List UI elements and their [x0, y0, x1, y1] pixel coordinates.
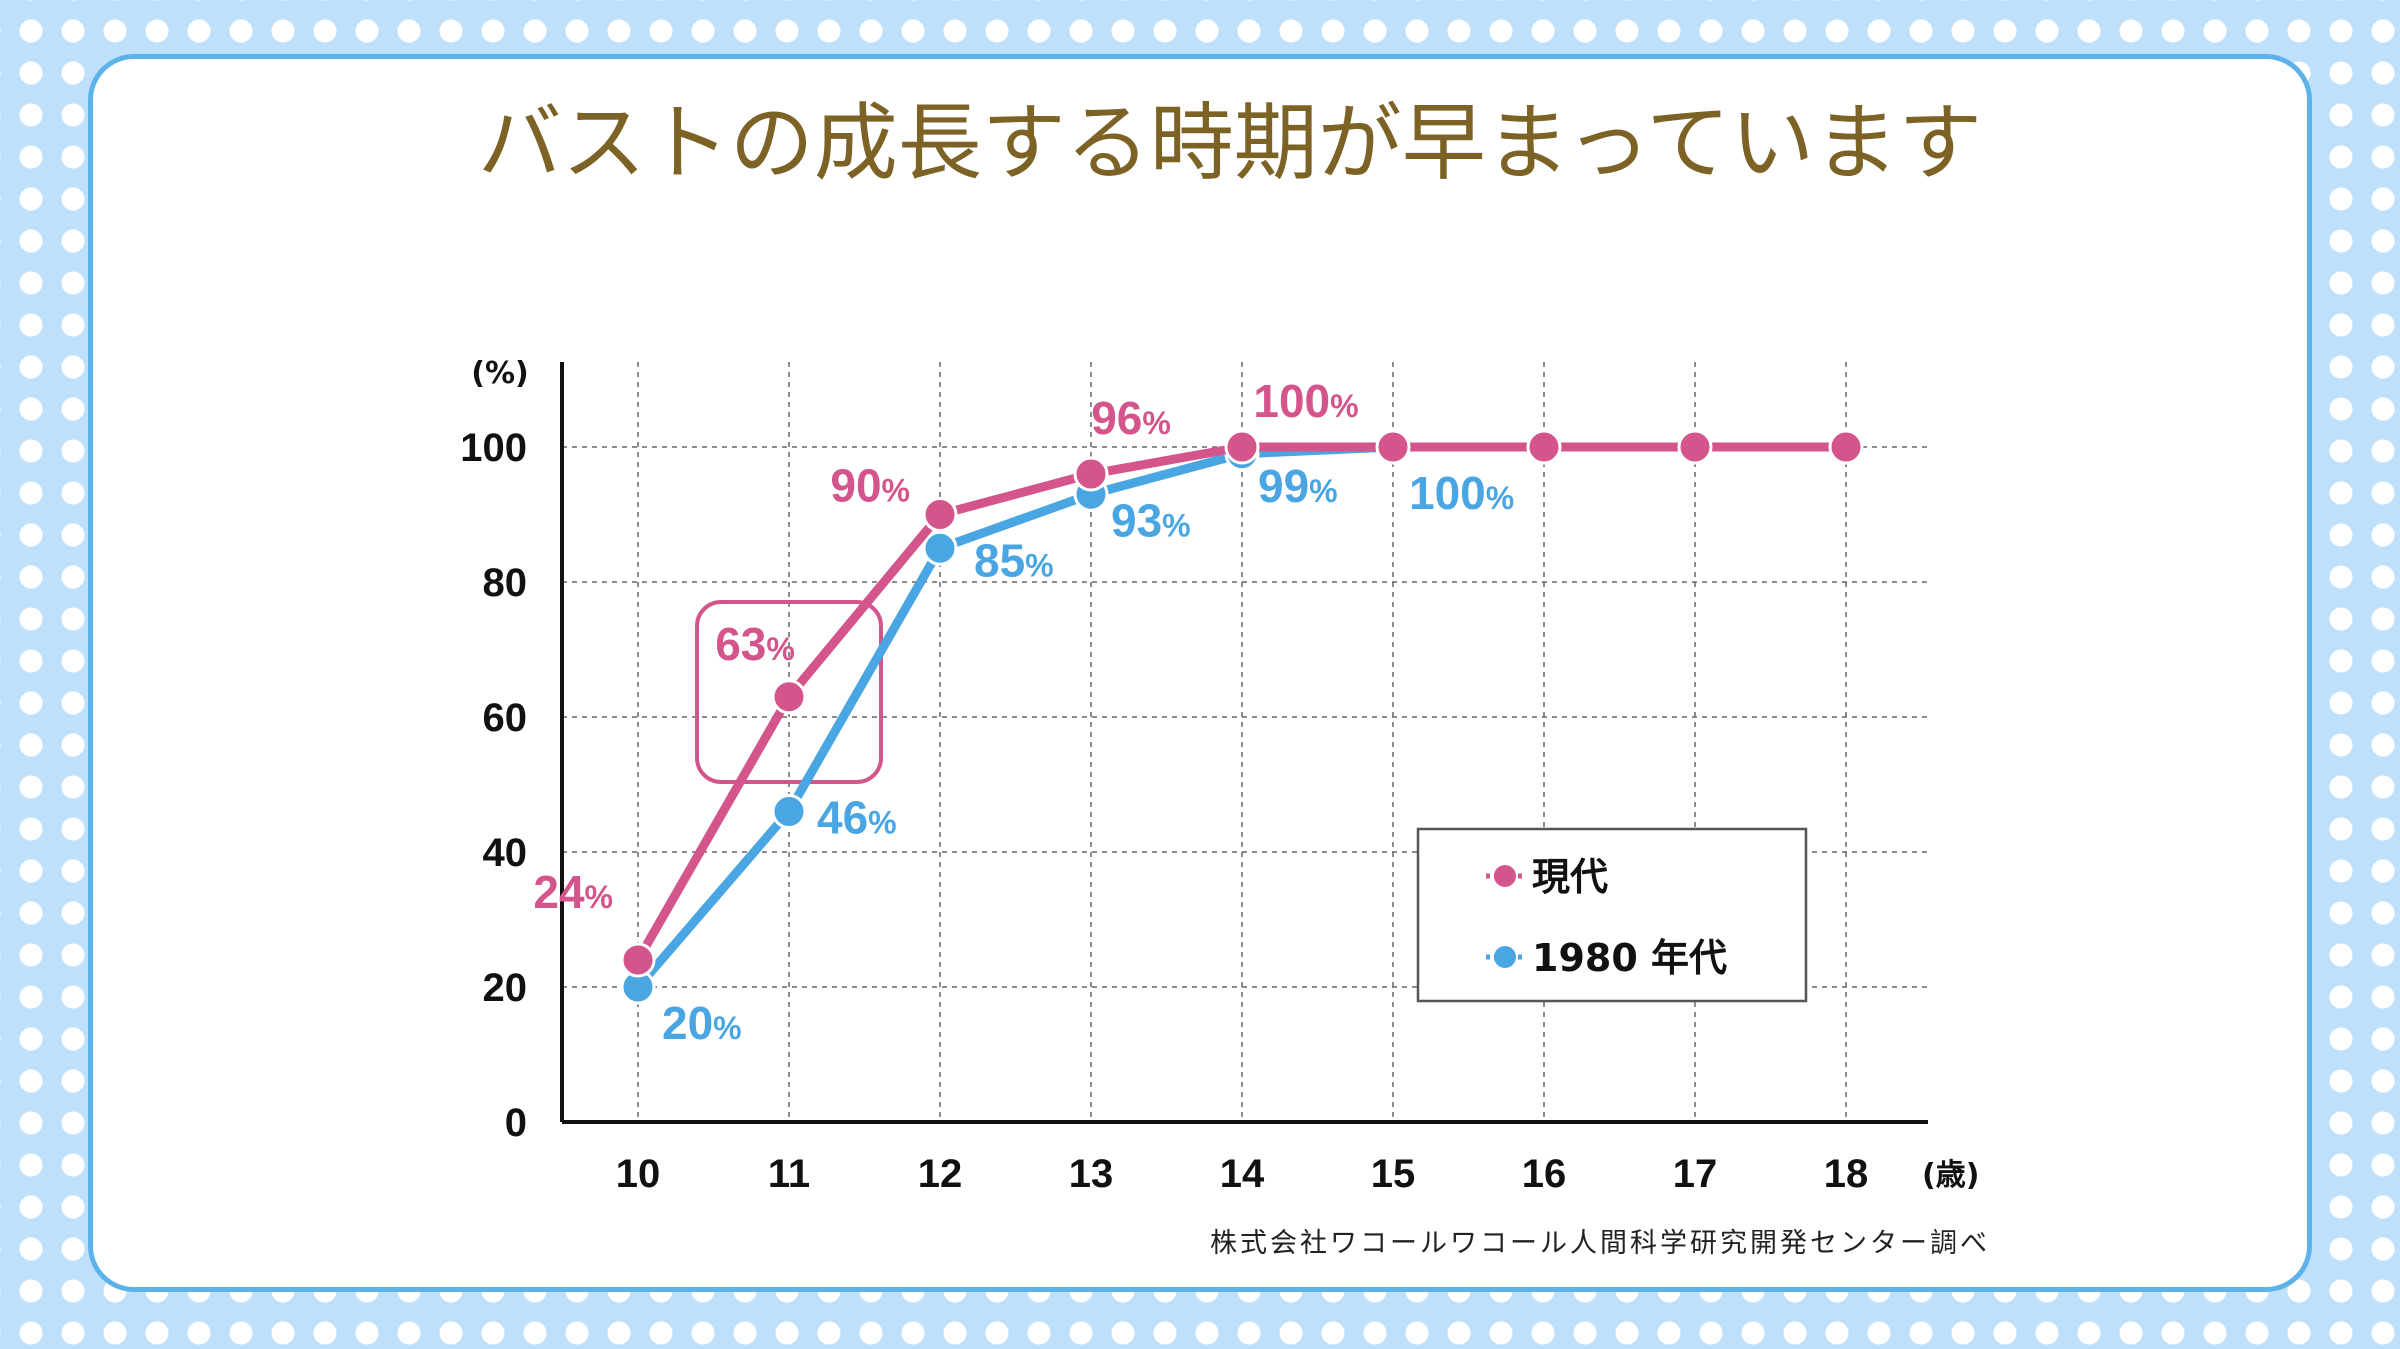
data-label-1980s: 99% [1258, 460, 1338, 512]
data-label-1980s: 100% [1409, 467, 1514, 519]
legend-label: 現代 [1532, 855, 1608, 899]
y-unit-label: (%) [471, 356, 528, 391]
highlight-box-group [695, 600, 883, 784]
data-label-1980s: 85% [974, 534, 1054, 586]
y-tick-label: 40 [483, 831, 528, 875]
data-point-current [1375, 429, 1411, 465]
data-label-1980s: 20% [662, 997, 742, 1049]
y-tick-label: 20 [483, 966, 528, 1010]
x-tick-label: 13 [1069, 1152, 1114, 1196]
x-tick-label: 11 [768, 1152, 810, 1196]
data-labels: 24% 63% 90% 96% 100% 20% 46% 85% 93% 99% 100% [533, 375, 1514, 1049]
legend-label: 1980 年代 [1532, 936, 1727, 980]
data-point-current [1224, 429, 1260, 465]
y-tick-label: 60 [483, 696, 528, 740]
chart-card [88, 54, 2312, 1292]
x-tick-label: 14 [1220, 1152, 1265, 1196]
x-unit-label: (歳) [1922, 1158, 1979, 1193]
series-line-1980s [633, 442, 1398, 992]
data-label-current: 63% [715, 618, 795, 670]
data-point-current [771, 679, 807, 715]
data-point-current [1677, 429, 1713, 465]
x-tick-label: 10 [616, 1152, 661, 1196]
data-point-current [620, 942, 656, 978]
axes: 0 20 40 60 80 100 10 11 12 13 14 15 16 17 18 (%) (歳) [460, 356, 1979, 1196]
x-tick-label: 15 [1371, 1152, 1416, 1196]
x-tick-label: 17 [1673, 1152, 1718, 1196]
data-label-current: 90% [830, 460, 910, 512]
x-tick-label: 16 [1522, 1152, 1567, 1196]
data-label-current: 24% [533, 866, 613, 918]
legend: 現代 1980 年代 [1416, 827, 1808, 1003]
data-point-current [1526, 429, 1562, 465]
y-tick-label: 100 [460, 426, 527, 470]
data-point-1980s [771, 794, 807, 829]
data-point-current [922, 497, 958, 532]
x-tick-label: 18 [1824, 1152, 1869, 1196]
data-point-current [1073, 456, 1109, 492]
source-note: 株式会社ワコールワコール人間科学研究開発センター調べ [1210, 1228, 1990, 1259]
highlight-box [695, 600, 883, 784]
data-label-1980s: 93% [1111, 494, 1191, 546]
legend-box [1416, 827, 1808, 1003]
data-label-current: 96% [1091, 392, 1171, 444]
legend-swatch-dot [1494, 946, 1516, 968]
y-tick-label: 80 [483, 561, 528, 605]
y-tick-label: 0 [505, 1101, 527, 1145]
x-tick-label: 12 [918, 1152, 963, 1196]
data-label-current: 100% [1253, 375, 1358, 427]
series [620, 429, 1864, 1005]
data-point-1980s [922, 530, 958, 566]
legend-swatch-dot [1494, 865, 1516, 887]
data-point-current [1828, 429, 1864, 465]
data-label-1980s: 46% [817, 792, 897, 844]
chart-title: バストの成長する時期が早まっています [478, 94, 1982, 192]
